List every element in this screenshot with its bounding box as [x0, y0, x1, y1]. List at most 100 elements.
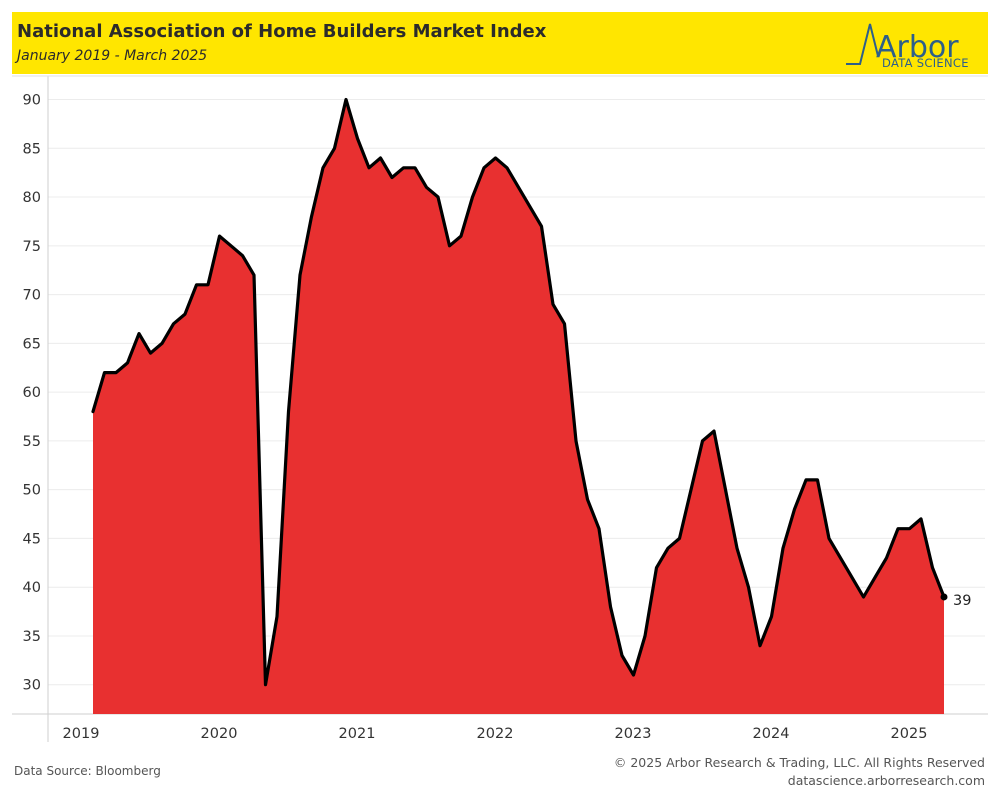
data-point [758, 644, 762, 647]
data-point [103, 371, 106, 374]
data-point [229, 244, 233, 247]
data-point [827, 537, 831, 540]
y-tick-label: 45 [23, 531, 41, 547]
end-value-label: 39 [953, 593, 971, 609]
data-point [172, 322, 175, 325]
data-point [459, 234, 463, 238]
x-tick-label: 2019 [63, 726, 100, 742]
data-point [770, 615, 773, 618]
x-tick-label: 2021 [339, 726, 376, 742]
data-point [735, 547, 739, 550]
data-point [505, 166, 509, 169]
data-point [137, 332, 141, 335]
data-point [275, 615, 279, 618]
y-tick-label: 75 [23, 239, 41, 255]
data-point [517, 186, 520, 189]
data-point [666, 547, 670, 550]
data-point [689, 488, 693, 491]
data-point [252, 273, 256, 277]
series-layer: 39 [91, 97, 971, 714]
x-tick-label: 2025 [891, 726, 928, 742]
data-point [114, 371, 118, 374]
data-point [344, 98, 348, 101]
data-point [160, 342, 164, 345]
data-point [816, 478, 819, 482]
data-point [839, 556, 842, 560]
data-point [908, 527, 911, 530]
data-point [448, 244, 451, 247]
data-point [850, 576, 854, 579]
x-axis-ticks: 2019 2020 2021 2022 2023 2024 2025 [63, 726, 928, 742]
data-point [620, 654, 624, 657]
series-area [93, 99, 944, 714]
y-tick-label: 50 [23, 483, 41, 499]
data-point [586, 498, 589, 501]
arbor-logo: Arbor DATA SCIENCE [846, 14, 980, 72]
y-tick-label: 70 [23, 288, 41, 304]
data-point [781, 547, 785, 550]
logo-mark-icon [846, 23, 879, 65]
data-source-note: Data Source: Bloomberg [14, 764, 161, 778]
data-point [310, 215, 313, 218]
data-point [333, 147, 336, 150]
data-point [597, 527, 601, 530]
data-point [574, 439, 578, 443]
y-tick-label: 65 [23, 336, 41, 352]
y-tick-label: 40 [23, 580, 41, 596]
data-point [701, 439, 704, 443]
data-point [195, 283, 198, 286]
end-point-marker [940, 593, 948, 601]
data-point [206, 283, 210, 286]
data-point [862, 595, 865, 599]
data-point [712, 429, 716, 433]
data-point [367, 166, 371, 169]
copyright-text: © 2025 Arbor Research & Trading, LLC. Al… [613, 755, 985, 770]
data-point [643, 634, 647, 638]
data-point [540, 225, 543, 228]
data-point [471, 195, 474, 199]
chart-title: National Association of Home Builders Ma… [17, 21, 547, 42]
y-tick-label: 60 [23, 385, 41, 401]
data-point [494, 156, 497, 160]
data-point [747, 586, 750, 589]
data-point [264, 683, 267, 686]
data-point [919, 517, 923, 521]
title-banner: National Association of Home Builders Ma… [12, 12, 988, 74]
data-point [551, 303, 555, 306]
y-tick-label: 35 [23, 629, 41, 645]
data-point [931, 566, 934, 569]
y-tick-label: 55 [23, 434, 41, 450]
data-point [413, 166, 417, 169]
data-point [379, 156, 382, 160]
data-point [793, 508, 796, 511]
data-point [390, 176, 394, 179]
data-point [436, 195, 440, 199]
logo-tagline: DATA SCIENCE [882, 56, 969, 70]
x-tick-label: 2023 [615, 726, 652, 742]
data-point [563, 322, 566, 325]
data-point [356, 137, 359, 140]
data-point [632, 673, 635, 677]
data-point [482, 166, 486, 169]
chart-subtitle: January 2019 - March 2025 [17, 48, 208, 64]
y-tick-label: 30 [23, 678, 41, 694]
data-point [298, 273, 302, 277]
data-point [655, 566, 658, 569]
y-axis-ticks: 30 35 40 45 50 55 60 65 70 75 80 85 90 [23, 93, 41, 694]
data-point [609, 605, 612, 608]
data-point [287, 410, 290, 413]
data-point [402, 166, 405, 169]
data-point [183, 312, 187, 316]
x-tick-label: 2024 [753, 726, 790, 742]
data-point [896, 527, 900, 530]
x-tick-label: 2022 [477, 726, 514, 742]
data-point [126, 361, 129, 365]
y-tick-label: 90 [23, 93, 41, 109]
data-point [321, 166, 325, 169]
y-tick-label: 80 [23, 190, 41, 206]
logo-word: Arbor [876, 30, 959, 65]
copyright-block: © 2025 Arbor Research & Trading, LLC. Al… [614, 754, 985, 790]
data-point [241, 254, 244, 257]
data-point [528, 205, 532, 208]
